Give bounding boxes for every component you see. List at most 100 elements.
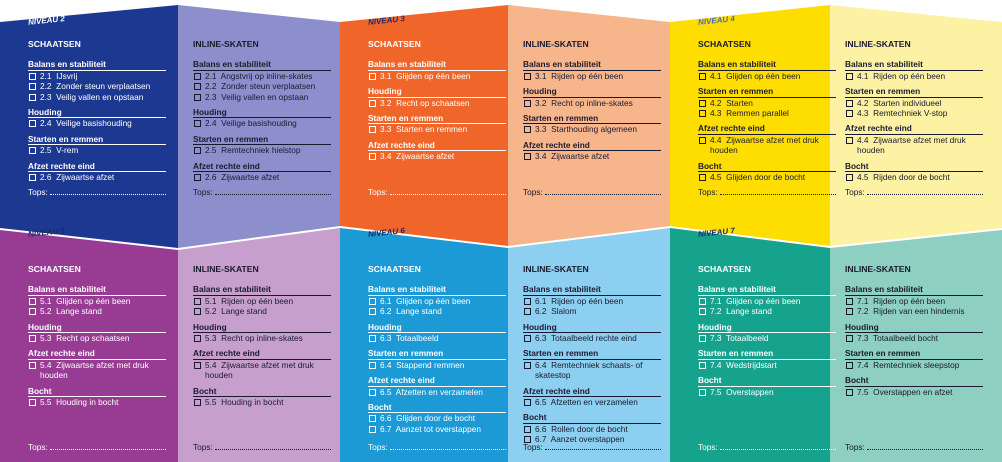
checklist-item: 2.5 Remtechniek hielstop: [193, 145, 331, 155]
section-title: Starten en remmen: [698, 348, 836, 360]
checklist-item: 6.7 Aanzet overstappen: [523, 434, 661, 444]
checklist-item: 6.3 Totaalbeeld rechte eind: [523, 333, 661, 343]
checklist-item: 4.5 Rijden door de bocht: [845, 172, 983, 182]
checklist-item: 2.2 Zonder steun verplaatsen: [28, 81, 166, 91]
tops-dots: [389, 442, 506, 450]
panel: [508, 5, 670, 246]
checklist-item: 6.4 Stappend remmen: [368, 360, 506, 370]
section-title: Balans en stabiliteit: [28, 284, 166, 296]
section-title: Balans en stabiliteit: [845, 284, 983, 296]
checklist-item: 7.3 Totaalbeeld: [698, 333, 836, 343]
checklist-item: 7.1 Glijden op één been: [698, 296, 836, 306]
checklist-item: 2.4 Veilige basishouding: [28, 118, 166, 128]
checklist-item: 6.1 Rijden op één been: [523, 296, 661, 306]
column: SCHAATSEN Balans en stabiliteit 3.1 Glijde…: [368, 39, 506, 162]
section-title: Bocht: [698, 161, 836, 173]
checklist-item: 4.4 Zijwaartse afzet met druk houden: [698, 135, 836, 156]
checklist-item: 3.2 Recht op inline-skates: [523, 98, 661, 108]
section-title: Afzet rechte eind: [698, 123, 836, 135]
checklist-item: 5.2 Lange stand: [28, 306, 166, 316]
checklist-item: 7.5 Overstappen: [698, 387, 836, 397]
checklist-item: 6.3 Totaalbeeld: [368, 333, 506, 343]
section-title: Starten en remmen: [193, 134, 331, 146]
checklist-item: 5.1 Glijden op één been: [28, 296, 166, 306]
section-title: Starten en remmen: [845, 86, 983, 98]
column: SCHAATSEN Balans en stabiliteit 5.1 Glijde…: [28, 264, 166, 407]
column: INLINE-SKATEN Balans en stabiliteit 3.1 Ri…: [523, 39, 661, 162]
column-heading: INLINE-SKATEN: [845, 264, 911, 274]
section-title: Balans en stabiliteit: [845, 59, 983, 71]
tops-dots: [866, 442, 983, 450]
column: INLINE-SKATEN Balans en stabiliteit 4.1 Ri…: [845, 39, 983, 182]
section-title: Houding: [368, 322, 506, 334]
section-title: Afzet rechte eind: [193, 348, 331, 360]
checklist-item: 2.1 IJsvrij: [28, 71, 166, 81]
checklist-item: 2.3 Veilig vallen en opstaan: [28, 92, 166, 102]
tops-dots: [544, 442, 661, 450]
panel: [340, 228, 508, 462]
section-title: Bocht: [368, 402, 506, 414]
checklist-item: 5.4 Zijwaartse afzet met druk houden: [28, 360, 166, 381]
section-title: Starten en remmen: [368, 348, 506, 360]
checklist-item: 4.2 Starten individueel: [845, 98, 983, 108]
checklist-item: 3.1 Rijden op één been: [523, 71, 661, 81]
tops-dots: [49, 442, 166, 450]
checklist-item: 4.2 Starten: [698, 98, 836, 108]
section-title: Starten en remmen: [845, 348, 983, 360]
column-heading: INLINE-SKATEN: [845, 39, 911, 49]
tops-line: Tops:: [193, 442, 331, 452]
checklist-item: 2.4 Veilige basishouding: [193, 118, 331, 128]
checklist-item: 6.2 Slalom: [523, 306, 661, 316]
checklist-item: 6.5 Afzetten en verzamelen: [523, 397, 661, 407]
tops-label: Tops:: [698, 187, 718, 197]
section-title: Balans en stabiliteit: [193, 284, 331, 296]
column-heading: INLINE-SKATEN: [523, 39, 589, 49]
section-title: Bocht: [523, 412, 661, 424]
section-title: Afzet rechte eind: [523, 386, 661, 398]
section-title: Houding: [28, 322, 166, 334]
column-heading: SCHAATSEN: [28, 39, 81, 49]
checklist-item: 3.4 Zijwaartse afzet: [368, 151, 506, 161]
section-title: Bocht: [845, 161, 983, 173]
section-title: Houding: [845, 322, 983, 334]
checklist-item: 7.2 Rijden van een hindernis: [845, 306, 983, 316]
section-title: Houding: [368, 86, 506, 98]
checklist-item: 3.2 Recht op schaatsen: [368, 98, 506, 108]
section-title: Houding: [698, 322, 836, 334]
checklist-item: 4.1 Glijden op één been: [698, 71, 836, 81]
tops-label: Tops:: [698, 442, 718, 452]
checklist-item: 2.6 Zijwaartse afzet: [193, 172, 331, 182]
tops-line: Tops:: [845, 187, 983, 197]
checklist-item: 2.1 Angstvrij op inline-skates: [193, 71, 331, 81]
checklist-item: 5.2 Lange stand: [193, 306, 331, 316]
checklist-item: 4.1 Rijden op één been: [845, 71, 983, 81]
section-title: Houding: [523, 86, 661, 98]
tops-line: Tops:: [28, 187, 166, 197]
section-title: Starten en remmen: [523, 348, 661, 360]
column-heading: SCHAATSEN: [28, 264, 81, 274]
checklist-item: 5.1 Rijden op één been: [193, 296, 331, 306]
tops-label: Tops:: [845, 187, 865, 197]
section-title: Balans en stabiliteit: [698, 59, 836, 71]
column-heading: SCHAATSEN: [368, 264, 421, 274]
checklist-item: 7.4 Wedstrijdstart: [698, 360, 836, 370]
tops-label: Tops:: [193, 442, 213, 452]
section-title: Balans en stabiliteit: [523, 284, 661, 296]
tops-label: Tops:: [28, 187, 48, 197]
column: SCHAATSEN Balans en stabiliteit 4.1 Glijde…: [698, 39, 836, 182]
tops-line: Tops:: [193, 187, 331, 197]
checklist-item: 6.2 Lange stand: [368, 306, 506, 316]
section-title: Bocht: [845, 375, 983, 387]
checklist-item: 3.4 Zijwaartse afzet: [523, 151, 661, 161]
section-title: Afzet rechte eind: [28, 348, 166, 360]
column-heading: INLINE-SKATEN: [193, 39, 259, 49]
section-title: Bocht: [28, 386, 166, 398]
tops-label: Tops:: [523, 187, 543, 197]
tops-label: Tops:: [28, 442, 48, 452]
section-title: Balans en stabiliteit: [368, 284, 506, 296]
section-title: Houding: [28, 107, 166, 119]
section-title: Starten en remmen: [368, 113, 506, 125]
tops-line: Tops:: [523, 442, 661, 452]
